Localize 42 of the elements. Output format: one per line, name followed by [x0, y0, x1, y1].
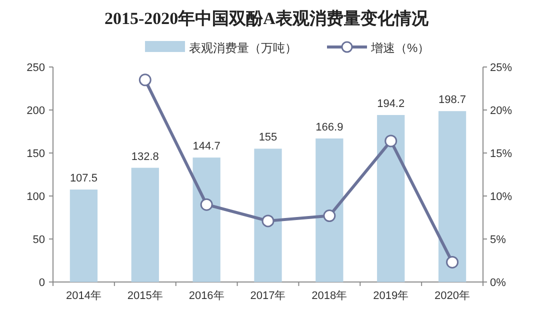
x-tick-label: 2014年	[66, 290, 102, 302]
legend-label: 表观消费量（万吨）	[189, 41, 297, 55]
y2-tick-label: 25%	[490, 62, 512, 74]
point	[384, 134, 398, 148]
data-label: 155	[258, 132, 278, 144]
bar	[70, 190, 98, 282]
x-tick-label: 2015年	[127, 290, 163, 302]
y2-tick-label: 0%	[490, 277, 506, 289]
y2-tick-label: 5%	[490, 234, 506, 246]
data-label: 166.9	[316, 121, 344, 134]
bar	[316, 138, 344, 282]
y-tick-label: 0	[38, 277, 45, 289]
y-tick-label: 250	[26, 62, 45, 74]
point	[323, 210, 336, 222]
bar	[192, 158, 220, 282]
data-label: 194.2	[377, 98, 405, 110]
y2-tick-label: 10%	[490, 191, 512, 203]
y-tick-label: 50	[32, 234, 45, 246]
bar	[438, 111, 466, 282]
bar	[377, 114, 405, 282]
y-tick-label: 100	[26, 191, 45, 203]
data-label: 107.5	[70, 172, 98, 185]
legend-label: 增速（%）	[370, 41, 430, 55]
x-tick-label: 2017年	[250, 290, 286, 302]
data-label: 198.7	[438, 94, 466, 106]
bar	[254, 148, 282, 282]
data-label: 144.7	[192, 140, 220, 153]
y-tick-label: 150	[26, 148, 45, 160]
point	[138, 74, 152, 86]
x-tick-label: 2016年	[188, 290, 224, 302]
x-tick-label: 2020年	[434, 290, 470, 302]
point	[200, 198, 213, 211]
x-tick-label: 2019年	[373, 290, 409, 302]
y2-tick-label: 20%	[490, 105, 512, 117]
point	[446, 256, 459, 268]
bar	[131, 168, 159, 282]
x-tick-label: 2018年	[312, 290, 348, 302]
point	[262, 214, 274, 228]
y-tick-label: 200	[26, 105, 45, 117]
data-label: 132.8	[131, 150, 159, 163]
chart-title: 2015-2020年中国双酚A表观消费量变化情况	[104, 9, 430, 28]
y2-tick-label: 15%	[490, 148, 512, 160]
